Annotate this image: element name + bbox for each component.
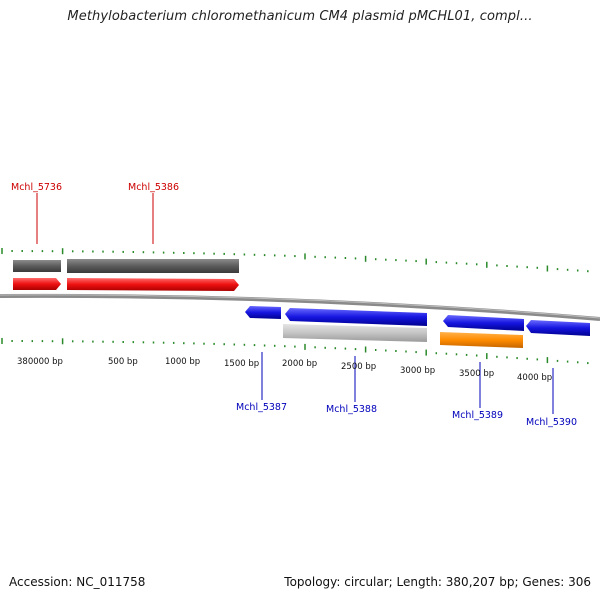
gene-label-mchl-5386[interactable]: Mchl_5386 <box>128 182 179 193</box>
scale-label: 1500 bp <box>224 359 259 369</box>
reverse-gene-arrow <box>443 315 524 331</box>
forward-gene-arrow <box>67 278 239 291</box>
scale-label: 1000 bp <box>165 357 200 367</box>
gene-label-mchl-5389[interactable]: Mchl_5389 <box>452 410 503 421</box>
gene-label-mchl-5736[interactable]: Mchl_5736 <box>11 182 62 193</box>
scale-label: 380000 bp <box>17 357 63 367</box>
tick-row-bottom <box>1 338 589 365</box>
reverse-gene-arrow <box>526 320 590 336</box>
scale-label: 3500 bp <box>459 369 494 379</box>
orange-feature <box>440 332 523 348</box>
reverse-gene-arrow <box>245 306 281 319</box>
light-gray-feature <box>283 324 427 342</box>
scale-label: 4000 bp <box>517 373 552 383</box>
reverse-gene-arrow <box>285 308 427 326</box>
gray-feature <box>67 259 239 273</box>
gray-feature <box>13 260 61 272</box>
scale-label: 500 bp <box>108 357 138 367</box>
scale-label: 2000 bp <box>282 359 317 369</box>
scale-label: 3000 bp <box>400 366 435 376</box>
gene-label-mchl-5390[interactable]: Mchl_5390 <box>526 417 577 428</box>
gene-label-mchl-5387[interactable]: Mchl_5387 <box>236 402 287 413</box>
tick-row-top <box>1 248 589 273</box>
accession-text: Accession: NC_011758 <box>9 575 146 589</box>
backbone-track <box>0 293 600 321</box>
forward-gene-arrow <box>13 278 61 290</box>
backbone-track-highlight <box>0 294 600 319</box>
topology-summary: Topology: circular; Length: 380,207 bp; … <box>284 575 591 589</box>
gene-label-mchl-5388[interactable]: Mchl_5388 <box>326 404 377 415</box>
scale-label: 2500 bp <box>341 362 376 372</box>
map-title: Methylobacterium chloromethanicum CM4 pl… <box>67 9 533 24</box>
